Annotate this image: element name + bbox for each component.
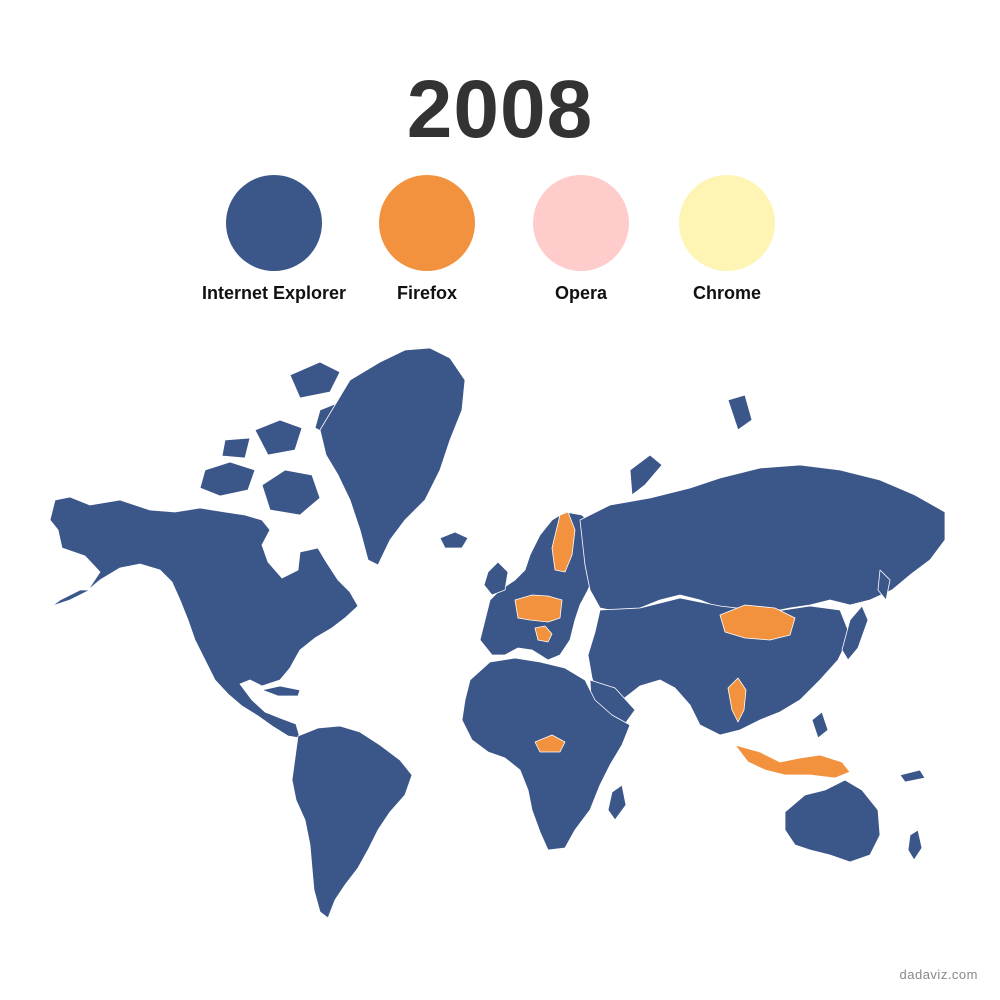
region-north-america bbox=[49, 496, 359, 739]
legend-swatch-internet-explorer bbox=[226, 175, 322, 271]
credit-text: dadaviz.com bbox=[899, 967, 978, 982]
legend: Internet Explorer Firefox Opera Chrome bbox=[0, 175, 1000, 315]
legend-swatch-opera bbox=[533, 175, 629, 271]
country-central-african-republic bbox=[534, 734, 566, 753]
year-title: 2008 bbox=[406, 64, 594, 155]
legend-item-chrome: Chrome bbox=[627, 175, 827, 304]
country-finland bbox=[551, 511, 576, 573]
legend-label-firefox: Firefox bbox=[396, 283, 457, 303]
country-germany-poland-czechia bbox=[514, 594, 563, 623]
region-greenland bbox=[319, 347, 466, 566]
region-arctic-islands-1 bbox=[261, 469, 321, 516]
country-croatia-bosnia-serbia bbox=[534, 625, 553, 643]
region-solomon-islands bbox=[899, 769, 926, 783]
region-british-isles bbox=[483, 561, 509, 596]
region-south-america bbox=[291, 725, 413, 919]
country-mongolia bbox=[719, 604, 796, 641]
country-indonesia bbox=[734, 744, 851, 779]
legend-label-chrome: Chrome bbox=[692, 283, 761, 303]
country-myanmar bbox=[727, 677, 747, 723]
legend-swatch-chrome bbox=[679, 175, 775, 271]
legend-item-opera: Opera bbox=[481, 175, 681, 304]
region-australia bbox=[784, 779, 881, 863]
region-arctic-islands-3 bbox=[254, 419, 303, 456]
region-caribbean bbox=[261, 685, 301, 697]
region-sakhalin bbox=[877, 569, 891, 601]
region-arctic-islands-4 bbox=[289, 361, 341, 399]
region-japan bbox=[841, 605, 869, 661]
region-arctic-islands-russia bbox=[727, 394, 753, 431]
region-novaya-zemlya bbox=[629, 454, 663, 496]
world-map bbox=[49, 347, 946, 919]
region-russia bbox=[579, 464, 946, 613]
region-iceland bbox=[439, 531, 469, 549]
legend-item-internet-explorer: Internet Explorer bbox=[174, 175, 374, 304]
region-madagascar bbox=[607, 784, 627, 821]
region-africa bbox=[461, 657, 631, 851]
region-arctic-islands-2 bbox=[199, 461, 256, 497]
region-new-zealand bbox=[907, 829, 923, 861]
region-alaska-peninsula bbox=[51, 589, 91, 607]
legend-label-opera: Opera bbox=[554, 283, 608, 303]
region-arctic-islands-6 bbox=[221, 437, 251, 459]
region-philippines bbox=[811, 711, 829, 739]
legend-swatch-firefox bbox=[379, 175, 475, 271]
legend-item-firefox: Firefox bbox=[327, 175, 527, 304]
legend-label-internet-explorer: Internet Explorer bbox=[201, 283, 347, 303]
